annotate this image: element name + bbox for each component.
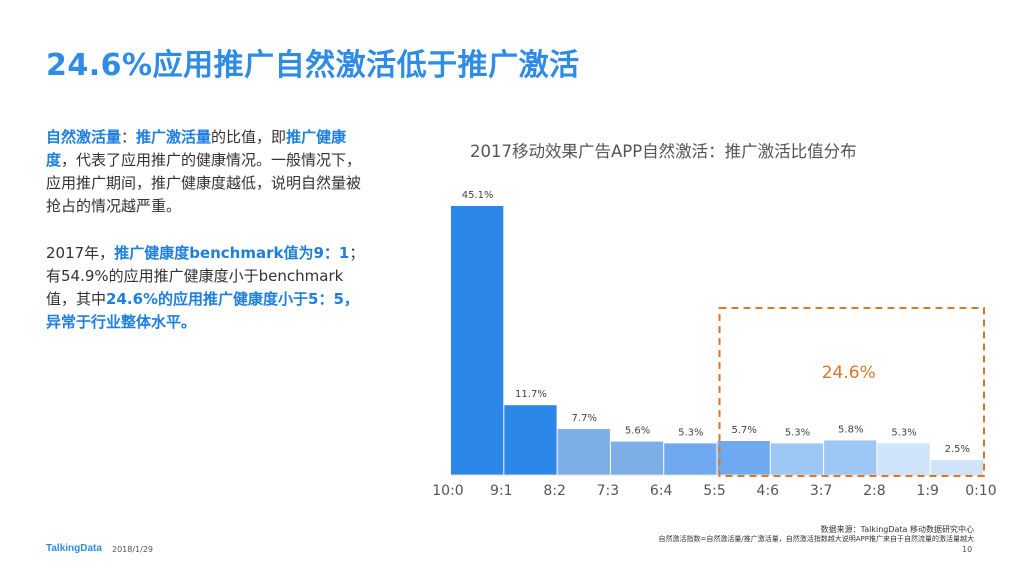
page-title: 24.6%应用推广自然激活低于推广激活 [46,48,580,83]
x-tick-label-6: 4:6 [757,483,780,499]
description-panel: 自然激活量：推广激活量的比值，即推广健康度，代表了应用推广的健康情况。一般情况下… [46,126,366,358]
data-label-0: 45.1% [462,190,494,201]
highlight-text: 推广健康度benchmark值为9：1 [114,244,350,262]
highlight-text: 自然激活量 [46,128,122,146]
bar-3 [610,441,664,475]
x-tick-label-8: 2:8 [863,483,886,499]
x-tick-label-1: 9:1 [490,483,513,499]
highlight-text: 推广激活量 [136,128,212,146]
description-paragraph-1: 自然激活量：推广激活量的比值，即推广健康度，代表了应用推广的健康情况。一般情况下… [46,126,366,218]
data-label-5: 5.7% [731,425,756,436]
body-text: 2017年， [46,244,115,262]
bar-2 [557,429,610,475]
bar-8 [877,443,930,475]
annotation-label: 24.6% [822,363,876,383]
bar-9 [930,460,983,475]
x-tick-label-5: 5:5 [703,483,726,499]
data-label-4: 5.3% [678,427,703,438]
bar-5 [717,441,770,475]
body-text: 的比值，即 [211,128,287,146]
data-label-2: 7.7% [572,413,597,424]
data-label-3: 5.6% [625,426,650,437]
body-text: ；有54.9%的应用推广健康度小于benchmark值，其中 [46,244,365,308]
definition-note: 自然激活指数=自然激活量/推广激活量，自然激活指数越大说明APP推广来自于自然流… [658,535,974,543]
footer-date: 2018/1/29 [112,545,154,554]
chart-title: 2017移动效果广告APP自然激活：推广激活比值分布 [470,142,857,161]
bar-0 [451,206,504,475]
bar-7 [824,440,877,475]
x-tick-label-7: 3:7 [810,483,833,499]
highlight-text: 24.6%的应用推广健康度小于5：5，异常于行业整体水平。 [46,290,359,331]
bar-4 [664,443,717,475]
body-text: ： [121,128,137,146]
data-label-1: 11.7% [515,389,547,400]
x-tick-label-10: 0:10 [965,483,996,499]
talkingdata-logo: TalkingData [46,543,102,554]
data-label-9: 2.5% [945,444,970,455]
x-tick-label-4: 6:4 [650,483,673,499]
data-label-7: 5.8% [838,424,863,435]
highlight-text: 推广健康度 [46,128,347,169]
x-tick-label-3: 7:3 [597,483,620,499]
bar-6 [770,443,824,475]
x-tick-label-0: 10:0 [432,483,463,499]
page-number: 10 [962,545,973,554]
data-label-6: 5.3% [785,427,810,438]
bar-1 [504,405,557,475]
x-tick-label-2: 8:2 [543,483,566,499]
body-text: ，代表了应用推广的健康情况。一般情况下，应用推广期间，推广健康度越低，说明自然量… [46,151,362,215]
annotation-box [718,307,985,477]
description-paragraph-2: 2017年，推广健康度benchmark值为9：1；有54.9%的应用推广健康度… [46,242,366,334]
x-tick-label-9: 1:9 [916,483,939,499]
data-label-8: 5.3% [891,427,916,438]
source-note: 数据来源：TalkingData 移动数据研究中心 [820,525,974,534]
